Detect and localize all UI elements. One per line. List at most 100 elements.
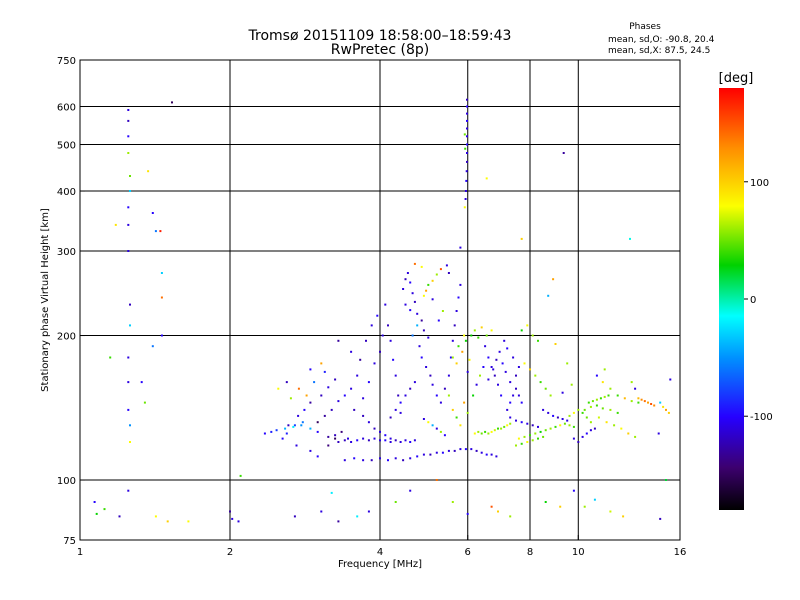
colorbar-ticks: -100 0 100 [744, 178, 773, 423]
data-point [459, 283, 462, 286]
data-point [603, 368, 606, 371]
data-point [581, 435, 584, 438]
data-point [537, 339, 539, 342]
colorbar [719, 88, 744, 510]
data-point [485, 334, 488, 337]
data-point [459, 246, 462, 249]
data-point [601, 381, 604, 384]
data-point [95, 512, 98, 515]
data-point [466, 98, 468, 101]
data-point [443, 387, 446, 390]
data-point [453, 324, 456, 327]
data-point [316, 455, 319, 458]
data-point [472, 394, 475, 397]
data-point [479, 374, 481, 377]
data-point [285, 381, 288, 384]
data-point [435, 394, 438, 397]
data-point [490, 505, 493, 508]
data-point [447, 374, 450, 377]
y-tick-label: 500 [57, 141, 76, 152]
data-point [520, 401, 523, 404]
data-point [531, 334, 534, 337]
data-point [384, 434, 387, 437]
data-point [484, 345, 487, 348]
data-point [526, 422, 529, 425]
data-point [416, 324, 419, 327]
data-point [147, 170, 150, 173]
data-point [416, 312, 419, 315]
data-point [468, 358, 471, 361]
data-point [490, 453, 493, 456]
data-point [389, 339, 392, 342]
data-point [379, 430, 381, 433]
data-point [293, 515, 296, 518]
data-point [457, 296, 460, 299]
y-tick-label: 200 [57, 332, 76, 343]
data-point [447, 272, 450, 274]
chart-subtitle: RwPretec (8p) [331, 42, 429, 58]
data-point [376, 314, 379, 317]
data-point [229, 510, 231, 513]
data-point [492, 368, 495, 371]
data-point [431, 298, 434, 301]
data-point [427, 336, 430, 339]
data-point [613, 424, 616, 427]
data-point [384, 439, 387, 442]
data-point [593, 427, 596, 430]
data-point [425, 289, 428, 292]
data-point [359, 358, 362, 361]
data-point [305, 394, 308, 397]
data-point [509, 381, 512, 384]
data-point [409, 441, 412, 443]
data-point [529, 368, 531, 371]
data-point [337, 520, 340, 523]
data-point [320, 510, 323, 513]
data-point [640, 398, 643, 401]
data-point [367, 421, 370, 424]
data-point [409, 489, 412, 492]
data-point [595, 398, 598, 401]
data-point [285, 432, 288, 435]
data-point [466, 143, 468, 146]
data-point [473, 432, 476, 435]
data-point [449, 356, 452, 359]
data-point [512, 394, 515, 397]
data-point [490, 329, 493, 332]
data-point [413, 381, 416, 384]
chart-title: Tromsø 20151109 18:58:00–18:59:43 [248, 28, 512, 44]
data-point [443, 434, 446, 437]
data-point [435, 273, 438, 276]
data-point [601, 407, 604, 410]
plot-area: 1 2 4 6 8 10 16 75 100 200 300 400 500 600 750 [57, 56, 686, 558]
data-point [350, 350, 353, 353]
data-point [506, 347, 509, 350]
data-point [350, 441, 353, 443]
data-point [353, 457, 356, 460]
data-point [562, 152, 565, 154]
data-point [544, 429, 547, 432]
data-point [327, 386, 330, 389]
data-point [160, 296, 163, 299]
y-tick-label: 400 [57, 187, 76, 198]
data-point [297, 414, 300, 417]
data-point [498, 350, 501, 353]
data-point [394, 439, 397, 442]
data-point [127, 119, 130, 122]
data-point [362, 437, 365, 440]
data-point [563, 422, 566, 425]
data-point [459, 448, 462, 451]
data-point [531, 424, 534, 427]
data-point [480, 432, 483, 435]
data-point [599, 397, 602, 400]
data-point [309, 368, 312, 371]
data-point [171, 101, 173, 104]
data-point [435, 451, 438, 454]
x-tick-label: 6 [465, 547, 471, 558]
data-point [367, 510, 370, 513]
x-tick-label: 1 [77, 547, 83, 558]
y-tick-label: 750 [57, 56, 76, 67]
data-point [292, 425, 295, 428]
data-point [303, 408, 306, 411]
data-point [350, 387, 353, 390]
